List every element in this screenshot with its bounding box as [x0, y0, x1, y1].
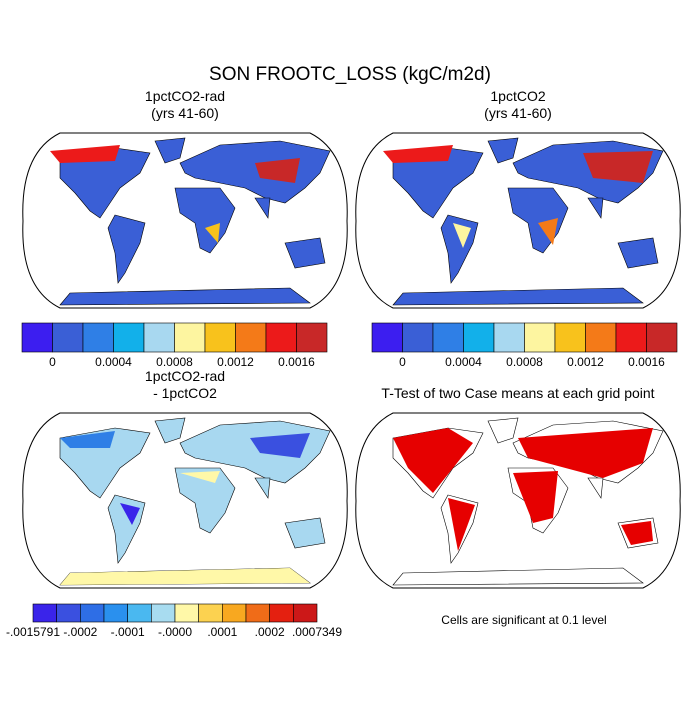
- colorbar-label: 0.0004: [445, 355, 482, 369]
- colorbar-box: [56, 603, 81, 623]
- colorbar-box: [402, 322, 434, 353]
- colorbar-label: 0: [399, 355, 406, 369]
- panel-title: T-Test of two Case means at each grid po…: [381, 385, 654, 401]
- colorbar-box: [103, 603, 128, 623]
- field-patch: [205, 223, 220, 243]
- panel-title: 1pctCO2-rad: [145, 88, 225, 104]
- field-patch: [583, 151, 653, 183]
- colorbar-label: -.0001: [111, 625, 145, 639]
- colorbar-label: 0.0004: [95, 355, 132, 369]
- colorbar-label: 0.0016: [278, 355, 315, 369]
- colorbar-box: [615, 322, 647, 353]
- field-patch: [383, 145, 453, 163]
- colorbar-box: [265, 322, 297, 353]
- colorbar-box: [269, 603, 294, 623]
- field-patch: [393, 428, 473, 493]
- colorbar-box: [235, 322, 267, 353]
- field-patch: [50, 145, 120, 163]
- colorbar-box: [432, 322, 464, 353]
- colorbar-box: [143, 322, 175, 353]
- colorbar-box: [463, 322, 495, 353]
- field-patch: [120, 503, 140, 525]
- field-patch: [180, 471, 220, 483]
- colorbar-box: [222, 603, 247, 623]
- panel-title: 1pctCO2-rad: [145, 368, 225, 384]
- colorbar-label: -.0015791: [6, 625, 60, 639]
- map-panel: [355, 132, 681, 309]
- note: Cells are significant at 0.1 level: [441, 613, 606, 627]
- field-patch: [60, 431, 115, 448]
- colorbar-box: [52, 322, 84, 353]
- colorbar-label: 0.0012: [217, 355, 254, 369]
- colorbar-label: -.0002: [63, 625, 97, 639]
- colorbar-label: .0002: [255, 625, 285, 639]
- colorbar-box: [646, 322, 678, 353]
- colorbar-box: [371, 322, 403, 353]
- colorbar-box: [293, 603, 318, 623]
- colorbar-label: 0.0012: [567, 355, 604, 369]
- colorbar-label: .0007349: [292, 625, 342, 639]
- colorbar-box: [174, 322, 206, 353]
- field-patch: [250, 433, 310, 458]
- colorbar-label: 0.0008: [506, 355, 543, 369]
- field-patch: [513, 471, 558, 523]
- colorbar-box: [524, 322, 556, 353]
- colorbar-box: [296, 322, 328, 353]
- colorbar-label: -.0000: [158, 625, 192, 639]
- field-patch: [448, 498, 475, 551]
- colorbar-box: [585, 322, 617, 353]
- field-patch: [453, 223, 471, 248]
- colorbar-box: [554, 322, 586, 353]
- colorbar-box: [113, 322, 145, 353]
- colorbar-label: 0.0008: [156, 355, 193, 369]
- field-patch: [255, 158, 300, 183]
- colorbar-box: [493, 322, 525, 353]
- field-patch: [60, 568, 310, 585]
- map-panel: [22, 132, 348, 309]
- colorbar-box: [151, 603, 176, 623]
- panel-title: 1pctCO2: [490, 88, 545, 104]
- map-panel: [355, 412, 681, 589]
- colorbar-box: [80, 603, 105, 623]
- colorbar-label: 0.0016: [628, 355, 665, 369]
- colorbar-box: [245, 603, 270, 623]
- colorbar-box: [32, 603, 57, 623]
- colorbar-label: 0: [49, 355, 56, 369]
- colorbar-box: [204, 322, 236, 353]
- map-panel: [22, 412, 348, 589]
- colorbar-box: [198, 603, 223, 623]
- panel-title: (yrs 41-60): [151, 105, 219, 121]
- colorbar-box: [21, 322, 53, 353]
- colorbar-label: .0001: [207, 625, 237, 639]
- colorbar-box: [174, 603, 199, 623]
- figure-title: SON FROOTC_LOSS (kgC/m2d): [209, 64, 491, 85]
- panel-title: (yrs 41-60): [484, 105, 552, 121]
- field-patch: [518, 428, 653, 478]
- field-patch: [538, 218, 558, 245]
- colorbar-box: [82, 322, 114, 353]
- colorbar-box: [127, 603, 152, 623]
- field-patch: [621, 521, 653, 545]
- panel-title: - 1pctCO2: [153, 385, 217, 401]
